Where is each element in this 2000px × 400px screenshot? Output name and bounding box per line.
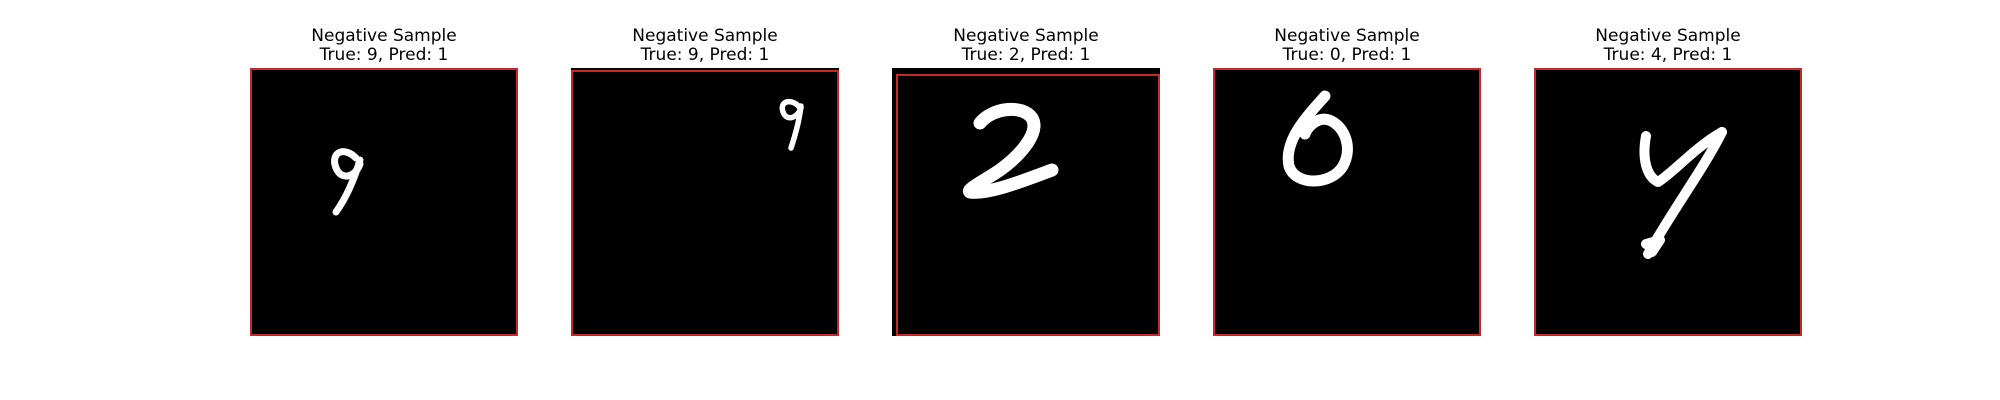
- panel-title: Negative Sample True: 0, Pred: 1: [1173, 27, 1521, 65]
- panel-label: True: 4, Pred: 1: [1603, 45, 1733, 65]
- highlight-frame: [250, 68, 518, 336]
- handwritten-digit-2-icon: [962, 102, 1059, 199]
- panel-title: Negative Sample True: 4, Pred: 1: [1494, 27, 1842, 65]
- panel-title: Negative Sample True: 9, Pred: 1: [531, 27, 879, 65]
- panel-label: True: 9, Pred: 1: [319, 45, 449, 65]
- highlight-frame: [571, 70, 839, 336]
- digit-image: [1534, 68, 1802, 336]
- panel-label: True: 0, Pred: 1: [1282, 45, 1412, 65]
- panel-title: Negative Sample True: 2, Pred: 1: [852, 27, 1200, 65]
- panel-heading: Negative Sample: [632, 26, 778, 46]
- sample-panel-3: Negative Sample True: 2, Pred: 1: [892, 0, 1160, 400]
- panel-heading: Negative Sample: [953, 26, 1099, 46]
- sample-panel-5: Negative Sample True: 4, Pred: 1: [1534, 0, 1802, 400]
- highlight-frame: [1534, 68, 1802, 336]
- digit-image: [250, 68, 518, 336]
- panel-label: True: 9, Pred: 1: [640, 45, 770, 65]
- handwritten-digit-0-icon: [1282, 90, 1353, 187]
- handwritten-digit-4-icon: [1639, 127, 1727, 259]
- panel-heading: Negative Sample: [311, 26, 457, 46]
- sample-panel-2: Negative Sample True: 9, Pred: 1: [571, 0, 839, 400]
- digit-image: [571, 68, 839, 336]
- panel-label: True: 2, Pred: 1: [961, 45, 1091, 65]
- highlight-frame: [896, 74, 1160, 336]
- digit-image: [1213, 68, 1481, 336]
- sample-panel-1: Negative Sample True: 9, Pred: 1: [250, 0, 518, 400]
- panel-heading: Negative Sample: [1274, 26, 1420, 46]
- sample-panel-4: Negative Sample True: 0, Pred: 1: [1213, 0, 1481, 400]
- handwritten-digit-9-icon: [331, 148, 364, 216]
- panel-heading: Negative Sample: [1595, 26, 1741, 46]
- digit-image: [892, 68, 1160, 336]
- panel-title: Negative Sample True: 9, Pred: 1: [210, 27, 558, 65]
- highlight-frame: [1213, 68, 1481, 336]
- handwritten-digit-9-icon: [779, 98, 804, 151]
